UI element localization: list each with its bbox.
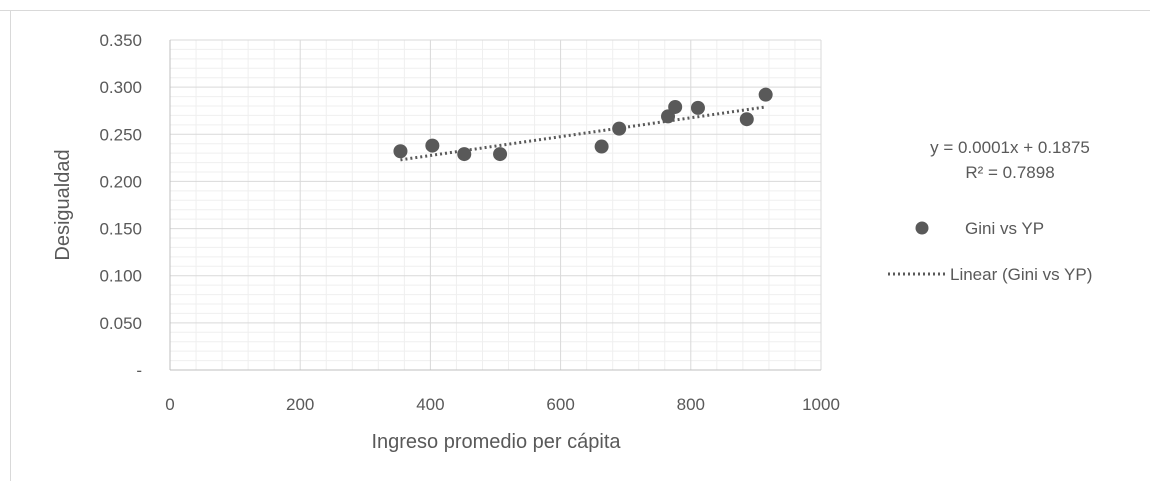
legend: Gini vs YP Linear (Gini vs YP) — [888, 219, 1092, 284]
x-tick-label: 1000 — [802, 395, 840, 414]
data-point — [493, 147, 508, 162]
data-point — [393, 144, 408, 159]
trendline-r-squared: R² = 0.7898 — [965, 163, 1054, 182]
y-tick-label: 0.100 — [99, 267, 142, 286]
y-tick-label: 0.200 — [99, 172, 142, 191]
x-tick-label: 400 — [416, 395, 444, 414]
data-point — [739, 112, 754, 127]
legend-marker-icon — [915, 221, 929, 235]
minor-gridlines — [170, 40, 821, 370]
x-axis-title: Ingreso promedio per cápita — [371, 431, 621, 453]
trendline-equation: y = 0.0001x + 0.1875 — [930, 138, 1090, 157]
trendline — [400, 105, 766, 162]
chart-border-left — [10, 10, 11, 481]
data-point — [668, 99, 683, 114]
legend-label-series: Gini vs YP — [965, 219, 1044, 238]
y-tick-label: 0.350 — [99, 31, 142, 50]
x-tick-labels: 0 200 400 600 800 1000 — [165, 395, 840, 414]
y-tick-label: - — [136, 361, 142, 380]
y-tick-labels: - 0.050 0.100 0.150 0.200 0.250 0.300 0.350 — [99, 31, 142, 380]
y-tick-label: 0.300 — [99, 78, 142, 97]
trendline-layer — [400, 105, 766, 162]
data-point — [612, 121, 627, 136]
axes — [169, 40, 821, 371]
x-tick-label: 0 — [165, 395, 174, 414]
x-tick-label: 800 — [677, 395, 705, 414]
data-point — [690, 100, 705, 115]
y-tick-label: 0.150 — [99, 220, 142, 239]
data-point — [594, 139, 609, 154]
data-point — [758, 87, 773, 102]
y-axis-title: Desigualdad — [52, 149, 74, 260]
data-point — [457, 147, 472, 162]
data-points — [393, 87, 773, 162]
chart-border-top — [0, 10, 1150, 11]
y-tick-label: 0.250 — [99, 125, 142, 144]
x-tick-label: 200 — [286, 395, 314, 414]
legend-label-trendline: Linear (Gini vs YP) — [950, 265, 1092, 284]
data-point — [425, 138, 440, 153]
major-gridlines — [170, 39, 822, 370]
y-tick-label: 0.050 — [99, 314, 142, 333]
x-tick-label: 600 — [546, 395, 574, 414]
